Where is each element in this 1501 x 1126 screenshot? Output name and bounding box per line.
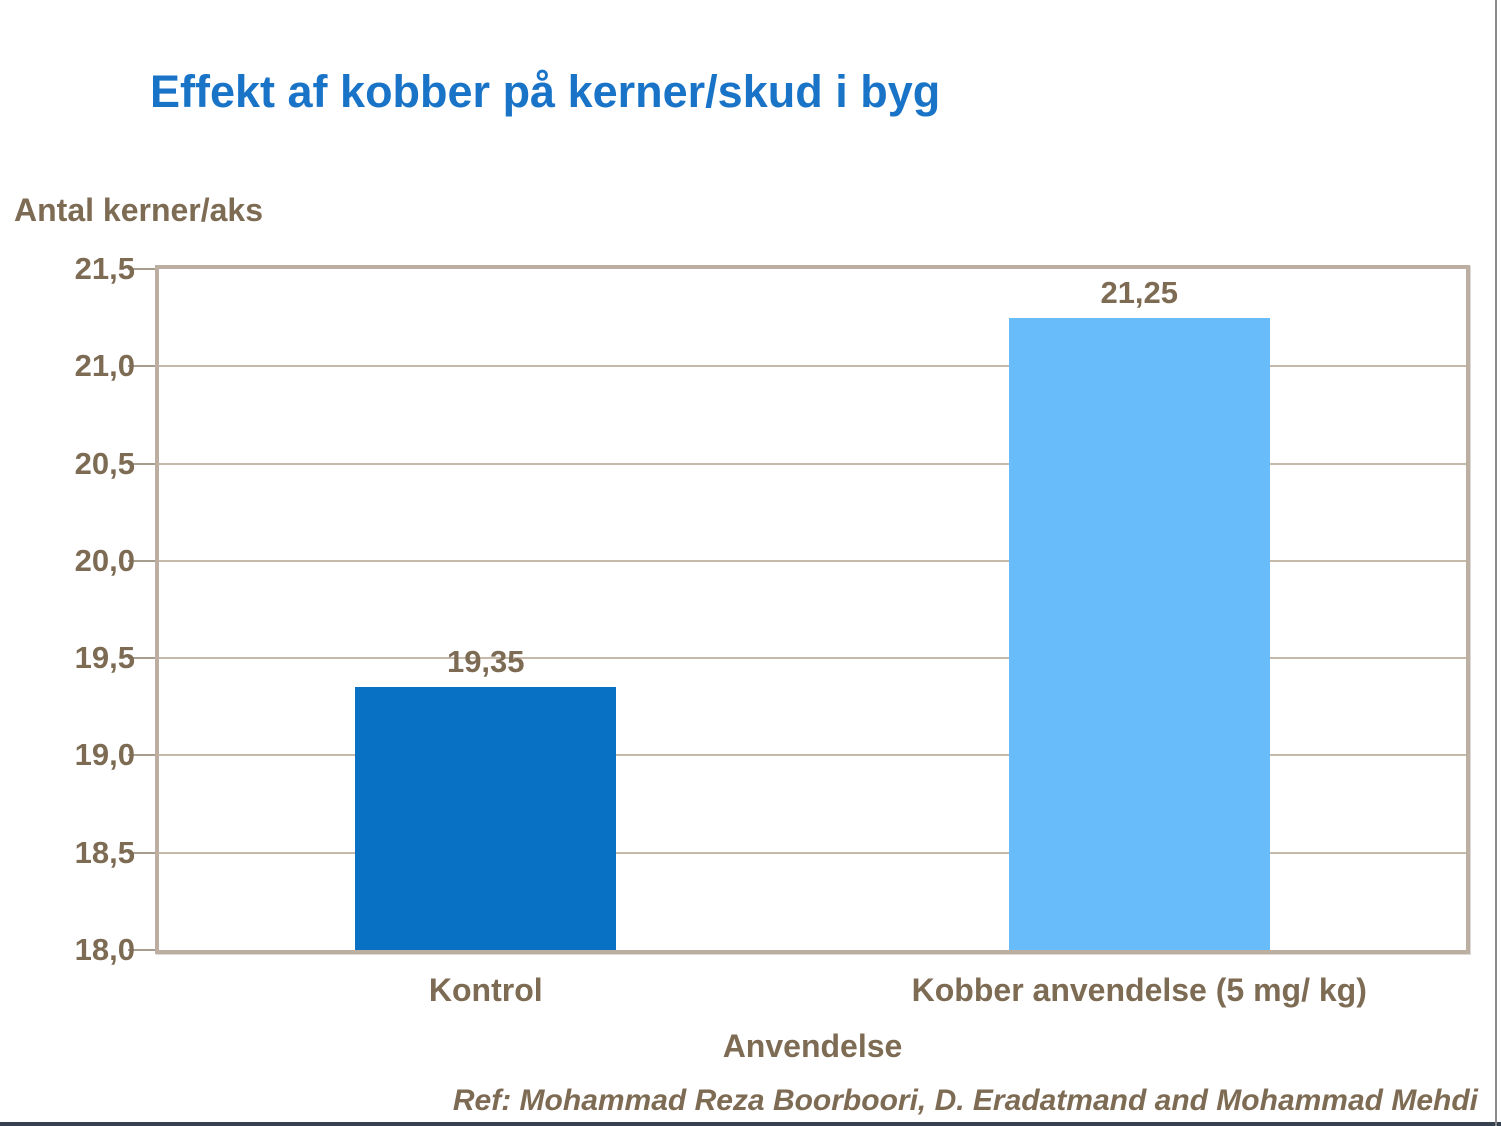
x-category-label: Kontrol bbox=[428, 972, 543, 1008]
x-category-label: Kobber anvendelse (5 mg/ kg) bbox=[911, 972, 1367, 1008]
y-tick-label: 18,0 bbox=[74, 932, 135, 967]
y-axis-title: Antal kerner/aks bbox=[14, 192, 264, 228]
gridline bbox=[159, 754, 1466, 757]
bar-1[interactable] bbox=[355, 687, 617, 950]
bar-value-label: 19,35 bbox=[446, 644, 525, 680]
y-tick-mark bbox=[128, 754, 155, 757]
y-tick-label: 21,5 bbox=[74, 251, 135, 286]
y-tick-label: 18,5 bbox=[74, 834, 135, 870]
gridline bbox=[159, 365, 1466, 368]
y-tick-mark bbox=[128, 462, 155, 465]
gridline bbox=[159, 462, 1466, 465]
y-tick-mark bbox=[128, 559, 155, 562]
y-tick-label: 19,0 bbox=[74, 737, 135, 773]
y-tick-mark bbox=[128, 365, 155, 368]
gridline bbox=[159, 657, 1466, 660]
reference-citation: Ref: Mohammad Reza Boorboori, D. Eradatm… bbox=[452, 1084, 1478, 1117]
y-tick-mark bbox=[128, 268, 155, 270]
chart-title: Effekt af kobber på kerner/skud i byg bbox=[150, 66, 941, 117]
y-tick-mark bbox=[128, 657, 155, 660]
gridline bbox=[159, 559, 1466, 562]
bar-value-label: 21,25 bbox=[1100, 274, 1179, 310]
gridline bbox=[159, 851, 1466, 854]
y-tick-label: 19,5 bbox=[74, 640, 135, 676]
bar-2[interactable] bbox=[1008, 317, 1270, 950]
y-tick-label: 20,0 bbox=[74, 542, 135, 578]
y-tick-mark bbox=[128, 949, 155, 951]
slide-right-edge-rule bbox=[1495, 0, 1497, 1126]
plot-area bbox=[155, 265, 1470, 954]
y-tick-label: 20,5 bbox=[74, 445, 135, 481]
x-axis-title: Anvendelse bbox=[722, 1028, 903, 1064]
y-tick-label: 21,0 bbox=[74, 348, 135, 384]
y-tick-mark bbox=[128, 851, 155, 854]
slide-bottom-rule bbox=[0, 1122, 1501, 1126]
